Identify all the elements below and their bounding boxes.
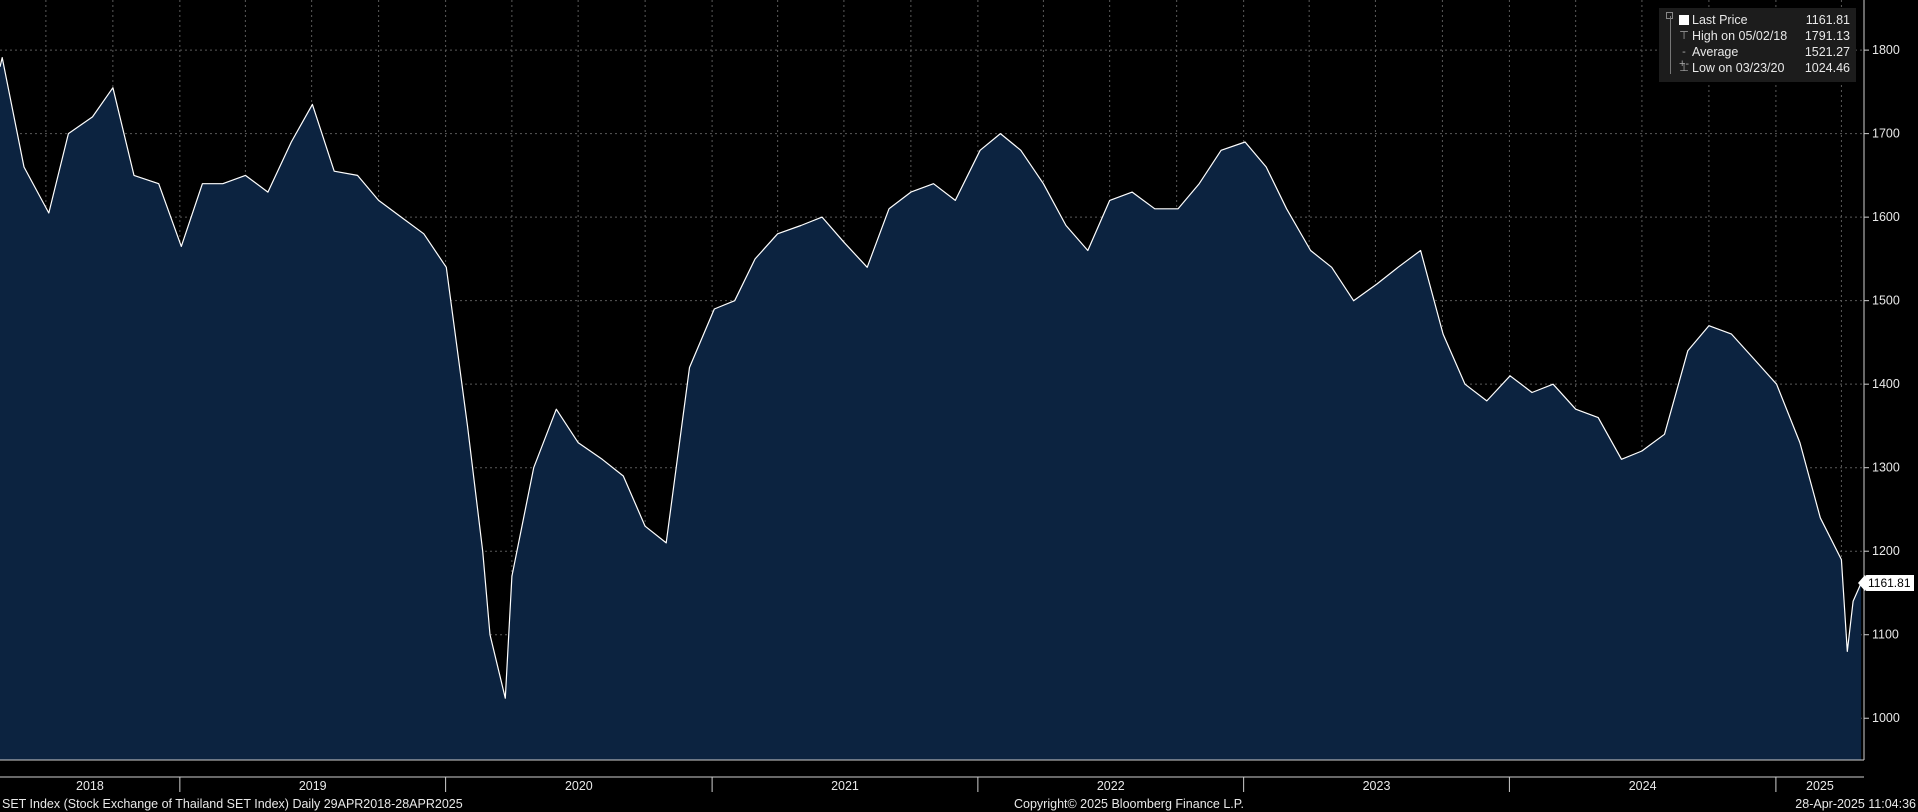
year-label: 2018	[76, 779, 104, 793]
year-label: 2022	[1097, 779, 1125, 793]
legend-last-price-value: 1161.81	[1805, 13, 1850, 27]
high-marker-icon: ⊤	[1679, 30, 1689, 42]
price-area-series	[0, 57, 1862, 761]
footer-timestamp: 28-Apr-2025 11:04:36	[1795, 797, 1916, 811]
legend-average-value: 1521.27	[1804, 45, 1850, 59]
y-tick-label: 1500	[1872, 294, 1900, 308]
last-price-tag: 1161.81	[1858, 575, 1914, 592]
legend-high: ⊤ High on 05/02/18 1791.13	[1659, 28, 1856, 44]
legend-low-label: Low on 03/23/20	[1692, 61, 1785, 75]
legend-high-label: High on 05/02/18	[1692, 29, 1788, 43]
legend-low-value: 1024.46	[1804, 61, 1850, 75]
price-area-fill	[0, 57, 1862, 761]
legend-average: -+- Average 1521.27	[1659, 44, 1856, 70]
square-icon	[1679, 15, 1689, 25]
legend-last-price-label: Last Price	[1692, 13, 1748, 27]
price-line	[0, 57, 1862, 699]
year-label: 2019	[299, 779, 327, 793]
legend-low: ⊥ Low on 03/23/20 1024.46	[1659, 60, 1856, 76]
y-tick-label: 1700	[1872, 127, 1900, 141]
y-axis-ticks: 1000 1100 1200 1300 1400 1500 1600 1700 1800	[1864, 43, 1900, 725]
year-label: 2024	[1629, 779, 1657, 793]
y-tick-label: 1300	[1872, 461, 1900, 475]
legend-high-value: 1791.13	[1804, 29, 1850, 43]
footer-security-description: SET Index (Stock Exchange of Thailand SE…	[2, 797, 463, 811]
legend-collapse-icon[interactable]	[1666, 12, 1673, 19]
y-tick-label: 1600	[1872, 210, 1900, 224]
y-tick-label: 1200	[1872, 544, 1900, 558]
legend-last-price: Last Price 1161.81	[1659, 12, 1856, 28]
y-tick-label: 1100	[1872, 628, 1899, 642]
year-label: 2025	[1806, 779, 1834, 793]
average-marker-icon: -+-	[1678, 46, 1690, 70]
legend-average-label: Average	[1692, 45, 1739, 59]
legend-tree-line	[1670, 16, 1671, 74]
y-tick-label: 1400	[1872, 377, 1900, 391]
y-tick-label: 1000	[1872, 711, 1900, 725]
legend-box: Last Price 1161.81 ⊤ High on 05/02/18 17…	[1659, 8, 1856, 82]
year-label: 2023	[1363, 779, 1391, 793]
axes	[0, 0, 1865, 761]
year-label: 2020	[565, 779, 593, 793]
x-axis-year-labels: 2018 2019 2020 2021 2022 2023 2024 2025	[0, 776, 1864, 793]
y-tick-label: 1800	[1872, 43, 1900, 57]
year-label: 2021	[831, 779, 859, 793]
low-marker-icon: ⊥	[1679, 62, 1689, 74]
footer-copyright: Copyright© 2025 Bloomberg Finance L.P.	[1014, 797, 1244, 811]
